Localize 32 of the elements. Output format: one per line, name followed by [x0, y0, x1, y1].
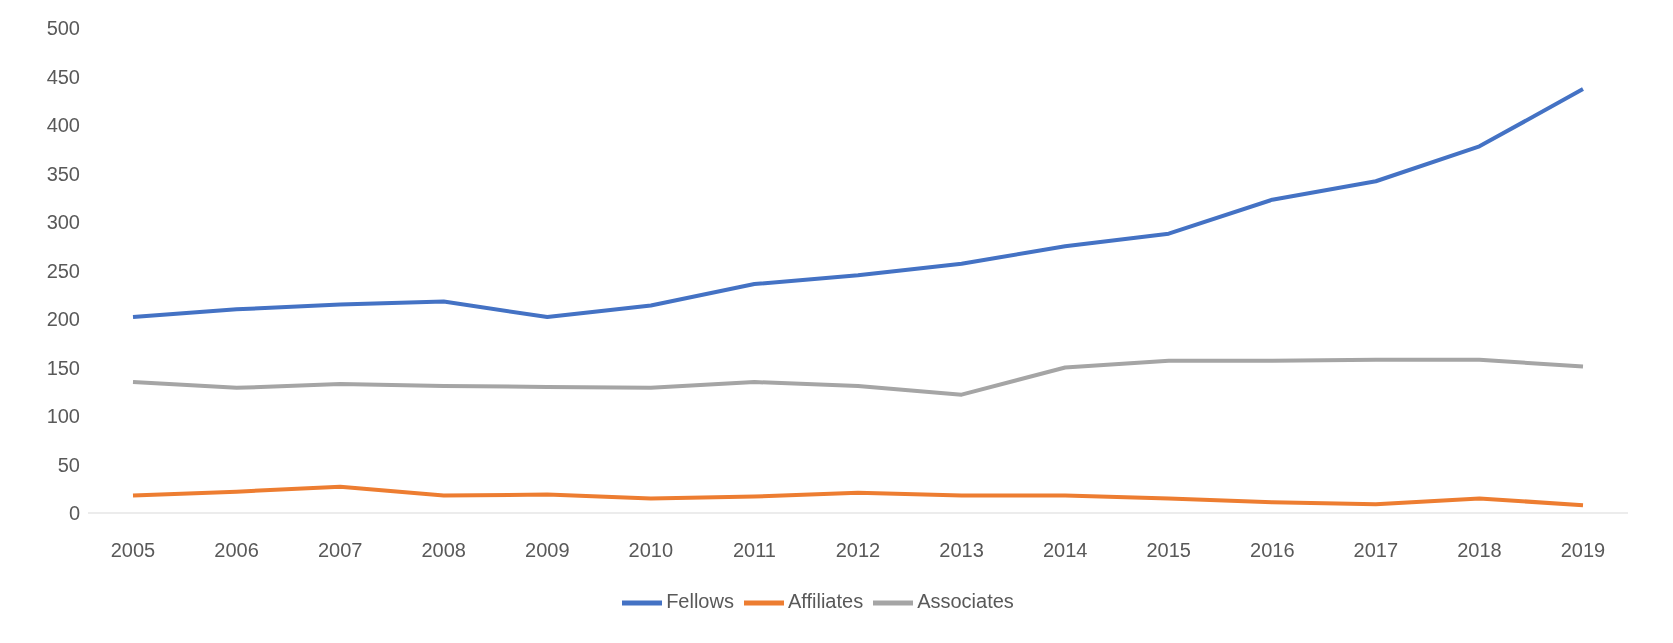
x-tick-label: 2012: [835, 539, 881, 562]
x-tick-label: 2018: [1457, 539, 1502, 562]
x-tick-label: 2013: [939, 539, 984, 562]
x-tick-label: 2007: [317, 539, 363, 562]
x-tick-label: 2009: [525, 539, 570, 562]
y-tick-label: 350: [46, 162, 80, 185]
line-series: [131, 484, 1585, 508]
x-tick-label: 2011: [732, 539, 776, 562]
legend-label: Associates: [917, 590, 1014, 613]
legend-label: Fellows: [666, 590, 734, 613]
x-tick-label: 2006: [214, 539, 259, 562]
y-tick-label: 500: [46, 17, 80, 40]
x-tick-label: 2017: [1353, 539, 1399, 562]
line-series: [131, 87, 1585, 320]
x-tick-label: 2005: [110, 539, 156, 562]
y-tick-label: 300: [46, 211, 80, 234]
x-tick-label: 2019: [1560, 539, 1606, 562]
x-tick-label: 2008: [421, 539, 466, 562]
y-tick-label: 50: [57, 453, 80, 476]
x-tick-label: 2010: [628, 539, 674, 562]
x-tick-label: 2015: [1146, 539, 1191, 562]
x-tick-label: 2016: [1250, 539, 1295, 562]
y-tick-label: 150: [46, 356, 80, 379]
y-tick-label: 400: [46, 114, 80, 137]
x-tick-label: 2014: [1042, 539, 1088, 562]
y-tick-label: 100: [46, 405, 80, 428]
y-tick-label: 0: [68, 502, 80, 525]
y-tick-label: 250: [46, 259, 80, 282]
y-tick-label: 200: [46, 308, 80, 331]
line-series: [131, 357, 1585, 397]
legend-label: Affiliates: [787, 590, 864, 613]
y-tick-label: 450: [46, 65, 80, 88]
